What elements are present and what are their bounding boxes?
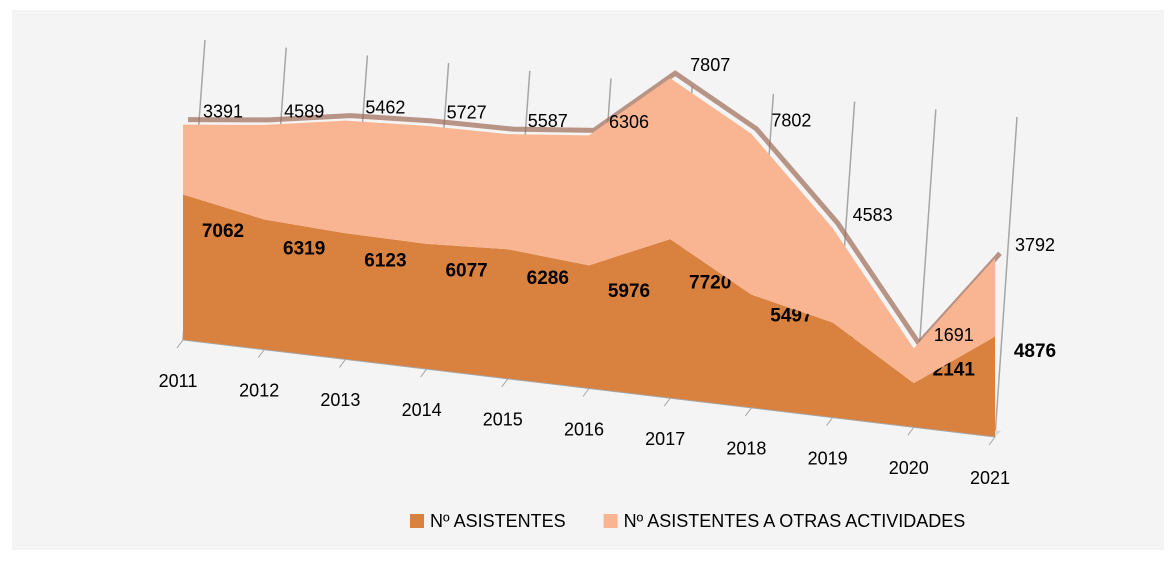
- data-label: 7062: [202, 221, 244, 242]
- x-tick-label: 2012: [239, 380, 279, 400]
- x-tick: [745, 407, 752, 417]
- x-tick: [907, 426, 915, 436]
- x-tick-label: 2017: [645, 429, 685, 449]
- data-label: 6306: [609, 112, 649, 132]
- data-label: 3391: [203, 101, 243, 121]
- data-label: 5976: [608, 281, 650, 302]
- x-tick: [420, 368, 428, 378]
- x-tick: [663, 397, 671, 407]
- x-tick: [338, 359, 346, 368]
- x-tick-label: 2013: [320, 390, 360, 410]
- x-tick: [582, 388, 590, 397]
- area-top-edge: [187, 70, 1002, 348]
- x-tick-label: 2020: [889, 458, 929, 478]
- data-label: 7802: [771, 111, 811, 131]
- x-tick-label: 2019: [808, 448, 848, 468]
- x-tick-label: 2021: [970, 468, 1010, 488]
- x-tick-label: 2018: [726, 439, 766, 459]
- data-label: 6077: [445, 260, 487, 281]
- x-tick-label: 2014: [402, 400, 442, 420]
- x-tick: [176, 339, 184, 349]
- data-label: 1691: [934, 325, 974, 345]
- data-label: 5727: [447, 103, 487, 123]
- data-label: 4583: [853, 205, 893, 225]
- data-label: 5462: [365, 97, 405, 117]
- legend-label: Nº ASISTENTES: [430, 511, 566, 531]
- data-label: 4876: [1014, 341, 1056, 362]
- x-tick-label: 2015: [483, 410, 523, 430]
- legend-label: Nº ASISTENTES A OTRAS ACTIVIDADES: [624, 511, 966, 531]
- x-tick: [988, 436, 996, 446]
- area: [183, 78, 995, 384]
- data-label: 7807: [690, 55, 730, 75]
- legend-swatch: [410, 514, 424, 528]
- x-axis: [182, 339, 996, 438]
- x-tick-label: 2011: [159, 371, 198, 391]
- data-label: 4589: [284, 102, 324, 122]
- area: [183, 194, 995, 437]
- x-tick: [501, 378, 509, 388]
- data-label: 7720: [689, 273, 731, 294]
- x-tick-label: 2016: [564, 419, 604, 439]
- x-tick: [826, 417, 833, 426]
- data-label: 6123: [364, 250, 406, 271]
- x-tick: [257, 349, 265, 359]
- legend-swatch: [603, 514, 618, 528]
- data-label: 5587: [528, 111, 568, 131]
- drop-line: [994, 116, 1018, 438]
- data-label: 6319: [283, 239, 325, 260]
- data-label: 6286: [527, 268, 569, 289]
- data-label: 3792: [1015, 235, 1055, 255]
